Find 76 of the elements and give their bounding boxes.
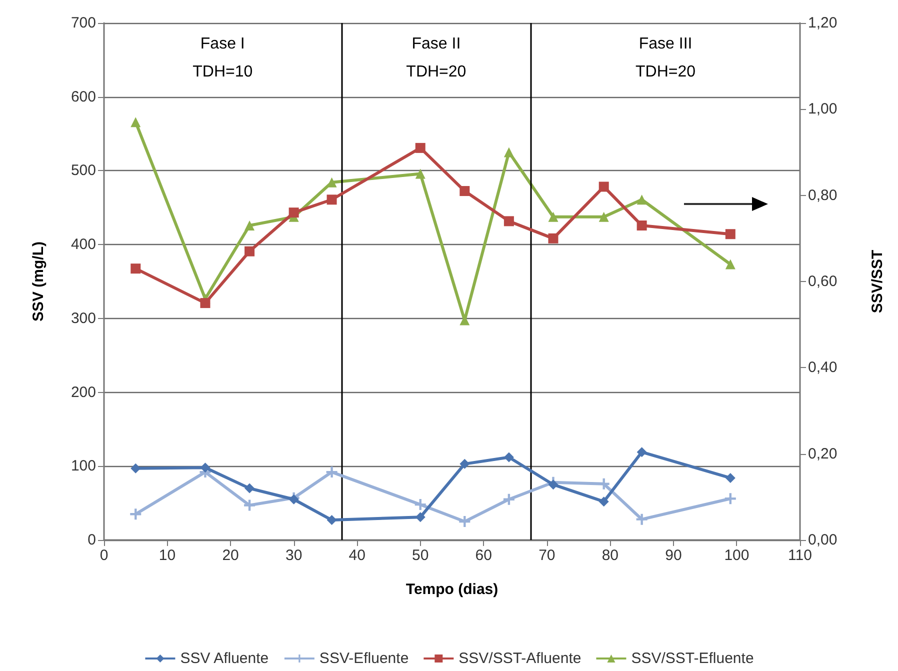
point: [459, 516, 470, 528]
y2-tick-label: 0,00: [808, 532, 838, 548]
x-tick-label: 0: [100, 547, 108, 564]
point: [724, 493, 736, 504]
legend-label: SSV-Efluente: [319, 650, 409, 667]
y2-tick-label: 1,20: [808, 14, 838, 32]
y2-tick-label: 1,00: [808, 100, 838, 118]
point: [636, 220, 647, 230]
point: [503, 494, 514, 505]
point: [725, 229, 736, 240]
x-tick-label: 20: [222, 547, 239, 564]
point: [130, 463, 141, 474]
y2-tick-label: 0,40: [808, 359, 838, 376]
legend-label: SSV/SST-Afluente: [458, 650, 582, 667]
annotation: Fase II TDH=20: [406, 36, 466, 80]
x-axis-title: Tempo (dias): [406, 581, 498, 598]
point: [244, 220, 255, 230]
annotation: Fase III TDH=20: [636, 36, 696, 80]
x-tick-label: 30: [285, 547, 302, 564]
x-tick-label: 110: [788, 547, 812, 564]
point: [504, 147, 514, 158]
point: [598, 182, 609, 192]
y-axis-title: SSV (mg/L): [30, 241, 47, 322]
point: [414, 499, 426, 510]
point: [244, 246, 255, 256]
y-tick-label: 400: [70, 236, 96, 254]
point: [415, 512, 426, 522]
y-tick-label: 100: [70, 458, 96, 475]
point: [200, 298, 210, 308]
y-tick-label: 300: [70, 310, 96, 327]
x-tick-label: 70: [538, 547, 556, 564]
point: [548, 212, 558, 222]
y-tick-label: 600: [70, 88, 96, 106]
y-tick-label: 500: [70, 162, 96, 180]
x-tick-label: 100: [724, 547, 750, 564]
point: [130, 264, 141, 274]
y-tick-label: 700: [70, 14, 96, 32]
point: [460, 186, 470, 196]
point: [326, 515, 337, 526]
point: [460, 458, 470, 469]
point: [200, 462, 210, 473]
y2-tick-label: 0,60: [808, 273, 838, 290]
legend-label: SSV/SST-Efluente: [631, 650, 754, 667]
x-tick-label: 90: [665, 547, 682, 564]
point: [636, 514, 648, 525]
x-tick-label: 50: [412, 547, 429, 564]
y2-tick-label: 0,20: [808, 445, 838, 462]
point: [548, 233, 558, 244]
point: [548, 480, 558, 490]
point: [130, 117, 141, 128]
point: [598, 212, 609, 222]
point: [504, 452, 514, 462]
point: [598, 496, 609, 507]
point: [636, 194, 647, 205]
x-tick-label: 80: [602, 547, 619, 564]
point: [288, 208, 299, 218]
y2-tick-label: 0,80: [808, 186, 838, 204]
point: [636, 447, 647, 458]
point: [130, 508, 142, 520]
x-tick-label: 10: [158, 547, 176, 564]
point: [244, 500, 256, 511]
y-tick-label: 0: [88, 532, 96, 548]
point: [326, 194, 337, 205]
x-tick-label: 60: [475, 547, 492, 564]
point: [415, 168, 426, 179]
y-tick-label: 200: [70, 384, 96, 401]
point: [415, 142, 426, 153]
point: [244, 483, 255, 494]
point: [504, 216, 514, 226]
x-tick-label: 40: [348, 547, 366, 564]
annotation: Fase I TDH=10: [192, 36, 253, 80]
point: [326, 466, 338, 478]
y2-axis-title: SSV/SST: [869, 250, 886, 314]
point: [725, 472, 736, 483]
legend-label: SSV Afluente: [180, 650, 269, 667]
point: [725, 259, 736, 270]
